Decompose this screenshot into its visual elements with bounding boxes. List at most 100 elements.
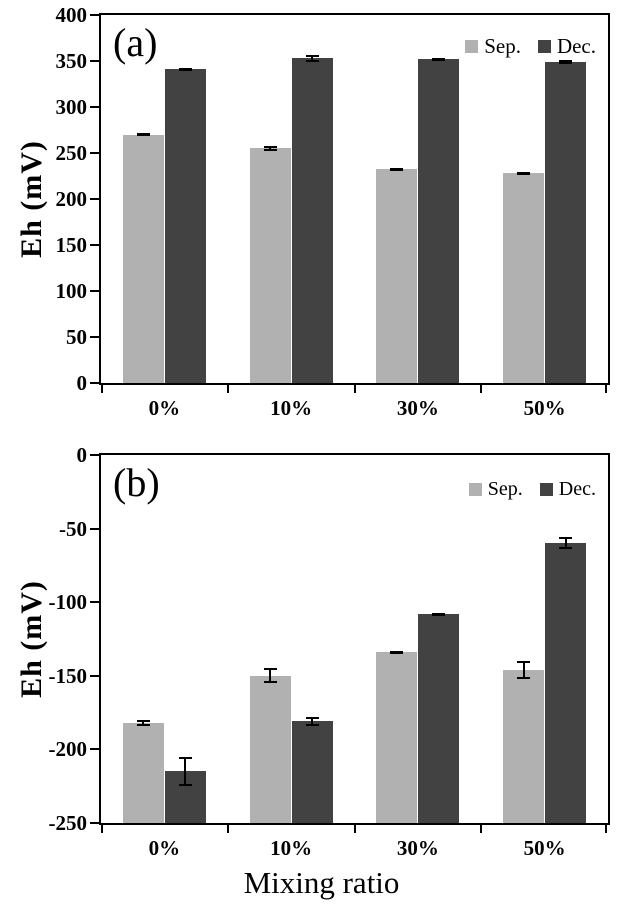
y-tick-50 [90, 336, 99, 338]
bar-sep-30% [376, 168, 418, 383]
errorbar-cap-bot [432, 59, 446, 62]
errorbar-cap-bot [136, 134, 150, 137]
x-tick-label-10%: 10% [270, 836, 313, 860]
x-tick-label-30%: 30% [396, 396, 439, 420]
bar-dec-0% [164, 69, 206, 383]
y-tick-100 [90, 290, 99, 292]
x-tick-4 [605, 385, 607, 393]
errorbar-cap-bot [559, 61, 573, 64]
y-tick--100 [90, 601, 99, 604]
bar-sep-30% [376, 652, 418, 823]
errorbar-cap-top [305, 717, 319, 720]
errorbar-stem [311, 54, 314, 62]
legend-item-sep: Sep. [468, 478, 523, 501]
legend-label-dec: Dec. [558, 478, 596, 500]
x-tick-label-50%: 50% [523, 836, 566, 860]
bar-dec-30% [418, 59, 460, 383]
panel-a-plot: Eh (mV) (a) Sep. Dec. 0 50 100 150 200 250 300… [15, 3, 610, 420]
errorbar-dec-50% [559, 60, 573, 64]
legend-label-sep: Sep. [487, 478, 523, 500]
x-tick-label-30%: 30% [396, 836, 439, 860]
errorbar-cap-bot [178, 784, 192, 787]
errorbar-cap-top [263, 668, 277, 671]
bar-sep-50% [503, 669, 545, 823]
errorbar-sep-50% [517, 172, 531, 176]
errorbar-dec-30% [432, 58, 446, 62]
x-tick-0 [101, 385, 103, 393]
errorbar-cap-top [305, 54, 319, 57]
y-tick-label-350: 350 [55, 49, 88, 73]
y-tick-label-400: 400 [55, 3, 88, 27]
errorbar-stem [522, 661, 525, 679]
errorbar-sep-0% [136, 719, 150, 726]
x-tick-0 [101, 825, 103, 833]
bar-dec-10% [291, 721, 333, 823]
errorbar-stem [269, 668, 272, 684]
errorbar-cap-bot [136, 723, 150, 726]
y-tick--50 [90, 527, 99, 530]
errorbar-cap-bot [432, 613, 446, 616]
errorbar-cap-bot [390, 651, 404, 654]
y-tick-200 [90, 198, 99, 200]
errorbar-sep-10% [263, 668, 277, 684]
bar-sep-0% [122, 722, 164, 823]
errorbar-stem [142, 719, 145, 726]
legend-swatch-dec [537, 40, 551, 53]
legend-swatch-sep [465, 40, 479, 53]
errorbar-cap-bot [178, 69, 192, 72]
y-tick-label--50: -50 [59, 516, 87, 541]
errorbar-sep-0% [136, 132, 150, 137]
bar-sep-0% [122, 134, 164, 383]
y-tick-150 [90, 244, 99, 246]
errorbar-cap-top [559, 537, 573, 540]
errorbar-cap-bot [517, 676, 531, 679]
legend-item-dec: Dec. [537, 34, 596, 59]
panel-b-legend: Sep. Dec. [468, 478, 596, 501]
x-tick-3 [480, 385, 483, 393]
legend-item-sep: Sep. [465, 34, 521, 59]
errorbar-cap-bot [263, 681, 277, 684]
errorbar-cap-bot [517, 173, 531, 176]
x-tick-label-10%: 10% [270, 396, 313, 420]
y-tick-label-150: 150 [55, 233, 88, 257]
panel-b-plot: Eh (mV) (b) Sep. Dec. Mixing ratio 0 -50-… [15, 443, 610, 900]
x-tick-4 [605, 825, 607, 833]
x-tick-2 [353, 825, 356, 833]
errorbar-dec-10% [305, 717, 319, 726]
errorbar-cap-bot [559, 547, 573, 550]
errorbar-stem [269, 145, 272, 152]
errorbar-cap-top [517, 661, 531, 664]
errorbar-cap-top [136, 719, 150, 722]
bar-dec-50% [545, 543, 587, 823]
errorbar-stem [564, 537, 567, 550]
y-tick-250 [90, 152, 99, 154]
x-tick-2 [353, 385, 356, 393]
bar-dec-50% [545, 61, 587, 383]
legend-label-sep: Sep. [484, 34, 521, 58]
errorbar-sep-30% [390, 167, 404, 171]
y-tick-400 [90, 14, 99, 16]
errorbar-stem [311, 717, 314, 726]
y-tick-label--150: -150 [48, 663, 88, 688]
errorbar-cap-bot [305, 723, 319, 726]
y-tick-350 [90, 60, 99, 62]
y-tick-0 [90, 382, 99, 384]
y-tick-label--200: -200 [48, 737, 88, 762]
y-tick-label-100: 100 [55, 279, 88, 303]
legend-item-dec: Dec. [539, 478, 596, 501]
x-axis-title: Mixing ratio [243, 865, 400, 900]
x-tick-3 [480, 825, 483, 833]
panel-a-legend: Sep. Dec. [465, 34, 596, 59]
legend-swatch-sep [468, 483, 482, 496]
y-tick-0 [90, 454, 99, 456]
y-tick-label-50: 50 [66, 325, 87, 349]
y-tick-label-0: 0 [76, 371, 88, 395]
y-tick-label--250: -250 [48, 811, 88, 835]
bar-sep-10% [249, 675, 291, 823]
y-tick-label-0: 0 [76, 443, 88, 467]
y-tick-label-250: 250 [55, 141, 88, 165]
y-tick-label-300: 300 [55, 95, 88, 119]
errorbar-dec-30% [432, 612, 446, 616]
bar-dec-10% [291, 58, 333, 383]
